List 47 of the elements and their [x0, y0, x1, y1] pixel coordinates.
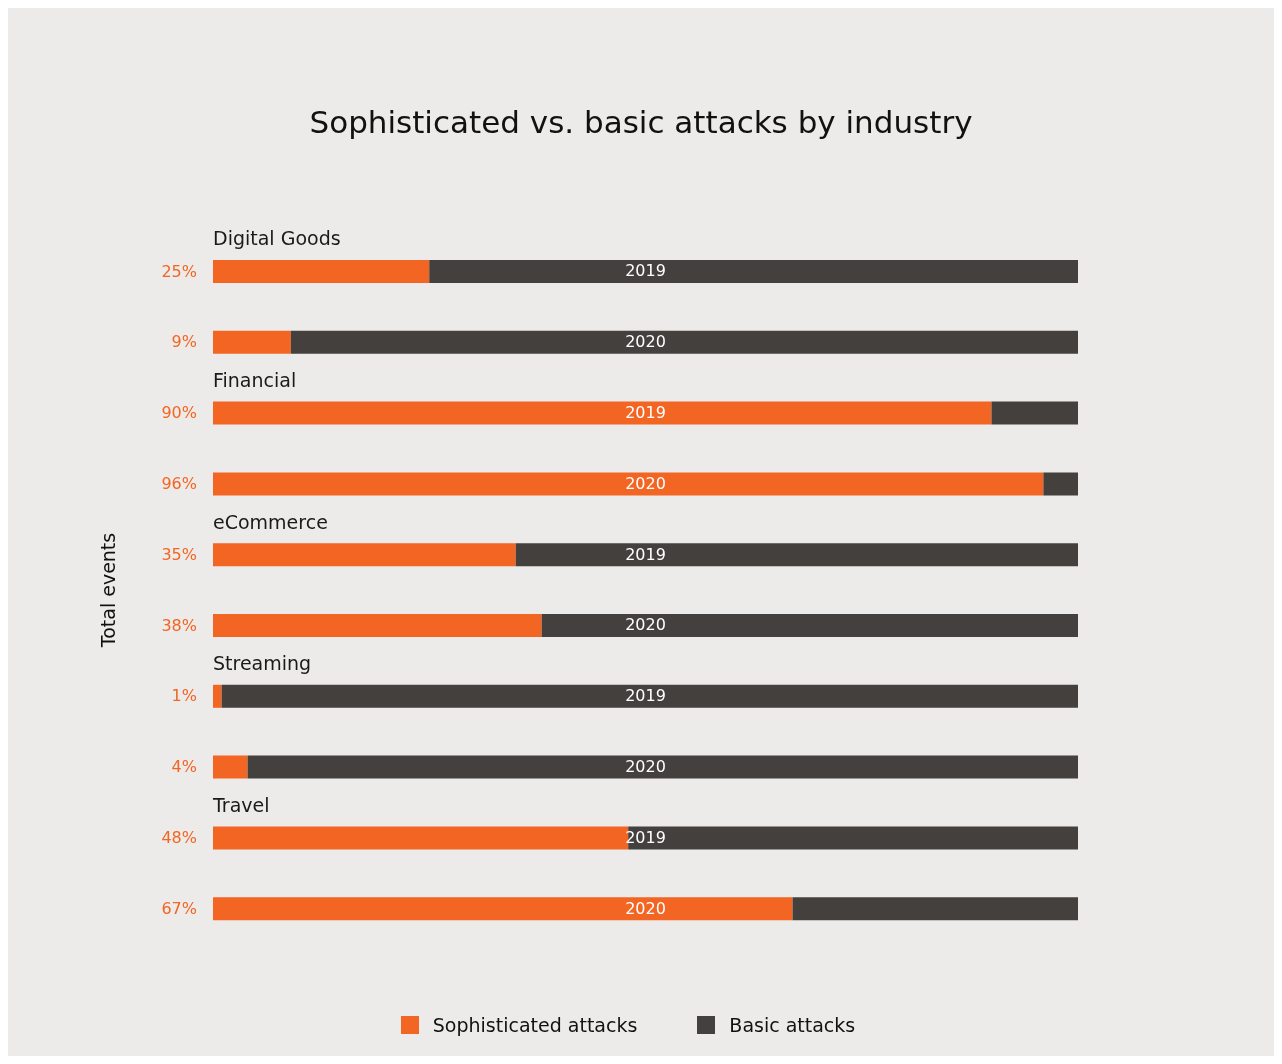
bar: [213, 543, 516, 567]
y-tick-label: 2019: [625, 686, 666, 706]
y-axis-title: Total events: [96, 532, 119, 649]
data-label: 96%: [161, 473, 197, 493]
y-tick-label: 2020: [625, 473, 666, 493]
annotation: Streaming: [213, 652, 312, 675]
data-label: 90%: [161, 403, 197, 423]
data-label: 38%: [161, 615, 197, 635]
bar: [991, 401, 1078, 425]
bar: [429, 260, 1078, 283]
bar: [213, 684, 222, 708]
bar: [213, 401, 992, 425]
bar: [213, 260, 430, 283]
data-label: 1%: [171, 686, 197, 706]
chart-title: Sophisticated vs. basic attacks by industry: [308, 103, 974, 142]
legend-label: Basic attacks: [729, 1014, 856, 1036]
annotation: Digital Goods: [213, 227, 341, 250]
y-tick-label: 2020: [625, 615, 666, 635]
bar: [213, 614, 542, 637]
bar: [1043, 472, 1078, 496]
bar: [213, 755, 248, 779]
data-label: 25%: [161, 261, 197, 281]
y-tick-label: 2020: [625, 898, 666, 918]
bar: [213, 330, 291, 354]
y-tick-label: 2019: [625, 261, 666, 281]
bar: [213, 472, 1044, 496]
annotation: Financial: [213, 369, 297, 391]
annotation: eCommerce: [213, 510, 328, 533]
data-label: 35%: [161, 544, 197, 564]
data-label: 48%: [161, 827, 197, 847]
y-tick-label: 2020: [625, 757, 666, 776]
data-label: 4%: [171, 757, 197, 777]
annotation: Travel: [212, 793, 270, 816]
bar: [247, 755, 1078, 779]
data-label: 9%: [171, 332, 197, 352]
data-label: 67%: [161, 898, 197, 918]
bar: [792, 897, 1078, 921]
y-tick-label: 2020: [625, 332, 666, 352]
bar: [541, 614, 1078, 637]
bar: [213, 897, 793, 921]
y-tick-label: 2019: [625, 403, 666, 422]
bar: [290, 330, 1078, 354]
bar: [515, 543, 1078, 567]
legend-label: Sophisticated attacks: [432, 1014, 638, 1036]
bar: [221, 684, 1078, 708]
y-tick-label: 2019: [625, 544, 666, 564]
bar: [628, 826, 1078, 850]
